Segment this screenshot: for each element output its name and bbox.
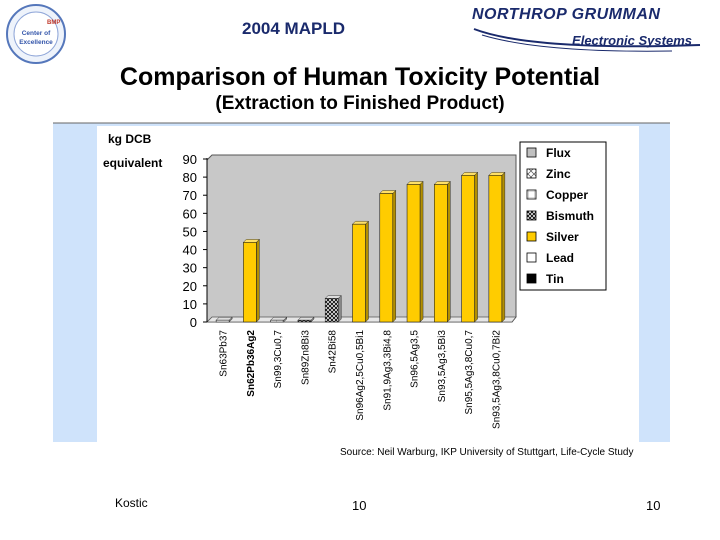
company-name: NORTHROP GRUMMAN xyxy=(472,6,661,23)
x-category-label: Sn96,5Ag3,5 xyxy=(410,330,421,388)
y-tick-label: 30 xyxy=(183,261,197,276)
x-category-label: Sn99,3Cu0,7 xyxy=(273,330,284,389)
legend-swatch-lead xyxy=(526,252,537,263)
legend-label-copper: Copper xyxy=(546,188,588,202)
x-category-label: Sn95,5Ag3,8Cu0,7 xyxy=(464,330,475,415)
y-tick-label: 0 xyxy=(190,315,197,330)
y-tick-label: 60 xyxy=(183,206,197,221)
footer-author: Kostic xyxy=(115,496,148,510)
conference-title: 2004 MAPLD xyxy=(242,19,345,38)
center-of-excellence-logo: BMP Center of Excellence xyxy=(6,4,66,64)
bar-silver xyxy=(433,180,451,323)
x-category-label: Sn63Pb37 xyxy=(219,330,230,377)
logo-center-text: Center of xyxy=(22,30,51,37)
bar-bismuth xyxy=(297,316,315,323)
legend-label-flux: Flux xyxy=(546,146,571,160)
x-category-label: Sn96Ag2,5Cu0,5Bi1 xyxy=(355,330,366,421)
x-category-label: Sn62Pb36Ag2 xyxy=(246,330,257,397)
bar-lead xyxy=(215,316,233,323)
bar-copper xyxy=(270,316,288,323)
legend-swatch-silver xyxy=(526,231,537,242)
slide-subtitle: (Extraction to Finished Product) xyxy=(215,93,505,114)
bar-silver xyxy=(406,180,424,323)
y-tick-label: 70 xyxy=(183,188,197,203)
y-tick-label: 20 xyxy=(183,279,197,294)
bar-silver xyxy=(488,171,506,323)
legend-swatch-bismuth xyxy=(526,210,537,221)
source-note: Source: Neil Warburg, IKP University of … xyxy=(340,447,634,458)
logo-swoosh-icon xyxy=(473,28,701,52)
y-tick-label: 10 xyxy=(183,297,197,312)
bar-silver xyxy=(351,220,370,323)
legend-swatch-flux xyxy=(526,147,537,158)
footer-page-number: 10 xyxy=(646,498,661,513)
bar-silver xyxy=(242,238,261,323)
y-axis-label-line1: kg DCB xyxy=(108,132,152,146)
legend-label-tin: Tin xyxy=(546,272,564,286)
northrop-grumman-logo: NORTHROP GRUMMAN Electronic Systems xyxy=(472,6,704,54)
legend-label-silver: Silver xyxy=(546,230,579,244)
bar-silver xyxy=(460,171,479,323)
x-category-label: Sn93,5Ag3,8Cu0,7Bi2 xyxy=(491,330,502,429)
bar-silver xyxy=(379,189,397,323)
legend-label-lead: Lead xyxy=(546,251,574,265)
x-category-label: Sn42Bi58 xyxy=(328,330,339,374)
legend-label-bismuth: Bismuth xyxy=(546,209,594,223)
bar-bismuth xyxy=(324,294,342,323)
footer-page-center: 10 xyxy=(352,498,367,513)
x-category-label: Sn93,5Ag3,5Bi3 xyxy=(437,330,448,403)
y-tick-label: 50 xyxy=(183,224,197,239)
y-tick-label: 90 xyxy=(183,152,197,167)
x-category-label: Sn89Zn8Bi3 xyxy=(300,330,311,385)
legend-swatch-copper xyxy=(526,189,537,200)
slide-title: Comparison of Human Toxicity Potential xyxy=(119,63,601,91)
x-category-label: Sn91,9Ag3,3Bi4,8 xyxy=(382,330,393,411)
y-tick-label: 80 xyxy=(183,170,197,185)
logo-bmp-text: BMP xyxy=(47,20,60,26)
y-tick-label: 40 xyxy=(183,243,197,258)
logo-excellence-text: Excellence xyxy=(19,39,53,46)
legend-swatch-zinc xyxy=(526,168,537,179)
legend-label-zinc: Zinc xyxy=(546,167,571,181)
y-axis-label-line2: equivalent xyxy=(103,156,162,170)
company-division: Electronic Systems xyxy=(572,33,692,48)
legend-swatch-tin xyxy=(526,273,537,284)
